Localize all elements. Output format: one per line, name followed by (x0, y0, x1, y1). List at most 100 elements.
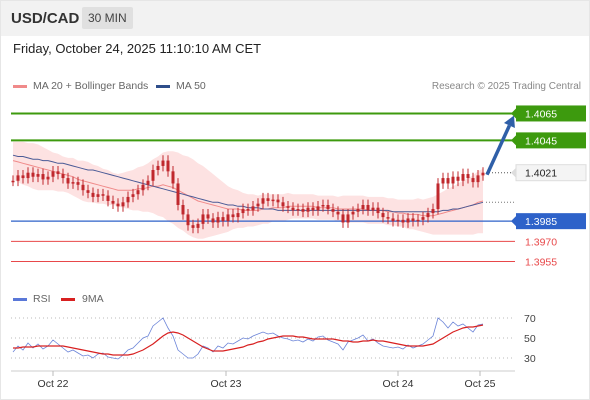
candle (411, 213, 415, 227)
candle-body (91, 192, 95, 197)
candle-body (156, 165, 160, 170)
candle (326, 199, 330, 215)
candle-body (76, 182, 80, 185)
candle-body (266, 198, 270, 201)
x-tick-label: Oct 23 (211, 378, 242, 390)
candle (456, 171, 460, 187)
candle (161, 155, 165, 172)
candle-body (166, 160, 170, 172)
candle-body (251, 206, 255, 211)
candle-body (341, 214, 345, 223)
candle-body (11, 180, 15, 183)
candle (416, 214, 420, 227)
candle-body (226, 214, 230, 222)
candle (121, 196, 125, 212)
candle-body (146, 180, 150, 185)
candle (346, 209, 350, 228)
candle-body (86, 190, 90, 193)
candle-body (221, 217, 225, 222)
candle (321, 199, 325, 212)
candle (86, 184, 90, 199)
candle-body (321, 205, 325, 207)
candle-body (401, 219, 405, 223)
candle (141, 179, 145, 196)
candle (61, 168, 65, 184)
candle (316, 200, 320, 216)
candle-body (96, 194, 100, 197)
candle-body (181, 205, 185, 215)
candle (361, 199, 365, 215)
ma50-legend-label: MA 50 (176, 80, 206, 92)
rsi-line (12, 317, 484, 360)
candle (191, 219, 195, 234)
candle (431, 203, 435, 219)
candle-body (31, 172, 35, 177)
candle (356, 203, 360, 218)
timeframe-badge[interactable]: 30 MIN (82, 7, 133, 29)
projection-arrow-shaft (485, 124, 512, 176)
candle-body (161, 160, 165, 166)
candle-body (21, 175, 25, 179)
candle (446, 172, 450, 189)
candle (201, 209, 205, 230)
candle (276, 194, 280, 208)
candle-body (381, 213, 385, 218)
candle (441, 172, 445, 189)
candle (106, 190, 110, 207)
instrument-title: USD/CAD (11, 10, 80, 27)
current-price-label: 1.4021 (525, 168, 557, 180)
rsi-ma-legend-swatch (61, 298, 75, 301)
candle (26, 167, 30, 184)
candle-body (306, 207, 310, 212)
candle (281, 196, 285, 212)
candle-body (191, 225, 195, 228)
candle (286, 200, 290, 214)
candle-body (476, 175, 480, 183)
candle (306, 202, 310, 218)
candle-body (151, 170, 155, 181)
candle (51, 165, 55, 183)
candle (401, 214, 405, 228)
candle (151, 164, 155, 187)
candle (231, 209, 235, 223)
candle-body (196, 223, 200, 228)
candle (396, 214, 400, 227)
candle (241, 203, 245, 219)
candle-body (411, 218, 415, 222)
candle-body (106, 195, 110, 201)
ma50-legend-swatch (156, 85, 170, 88)
candle-body (141, 184, 145, 191)
rsi-ma-legend-label: 9MA (82, 293, 104, 305)
candle (296, 203, 300, 216)
candle (171, 165, 175, 189)
candle-body (121, 202, 125, 207)
candle (481, 167, 485, 181)
candle (391, 213, 395, 227)
candle (146, 175, 150, 191)
candle-body (471, 178, 475, 183)
candle-body (451, 176, 455, 184)
candle (386, 211, 390, 224)
candle (376, 202, 380, 219)
candle-body (466, 174, 470, 179)
candle (341, 209, 345, 228)
candle-body (296, 209, 300, 211)
candle-body (176, 183, 180, 205)
candle (251, 200, 255, 216)
candle-body (311, 207, 315, 211)
candle-body (346, 214, 350, 223)
candle-body (241, 209, 245, 214)
candle-body (286, 206, 290, 208)
candle-body (351, 211, 355, 215)
x-tick-label: Oct 22 (38, 378, 69, 390)
candle-body (271, 199, 275, 202)
research-credit: Research © 2025 Trading Central (431, 81, 581, 92)
candle-body (36, 174, 40, 177)
candle (301, 203, 305, 218)
candle-body (301, 209, 305, 212)
candle-body (71, 182, 75, 184)
level-label-1.4045: 1.4045 (525, 135, 557, 147)
level-tag-1.4065 (516, 105, 586, 122)
level-tag-pointer (511, 108, 516, 119)
candle-body (356, 209, 360, 212)
